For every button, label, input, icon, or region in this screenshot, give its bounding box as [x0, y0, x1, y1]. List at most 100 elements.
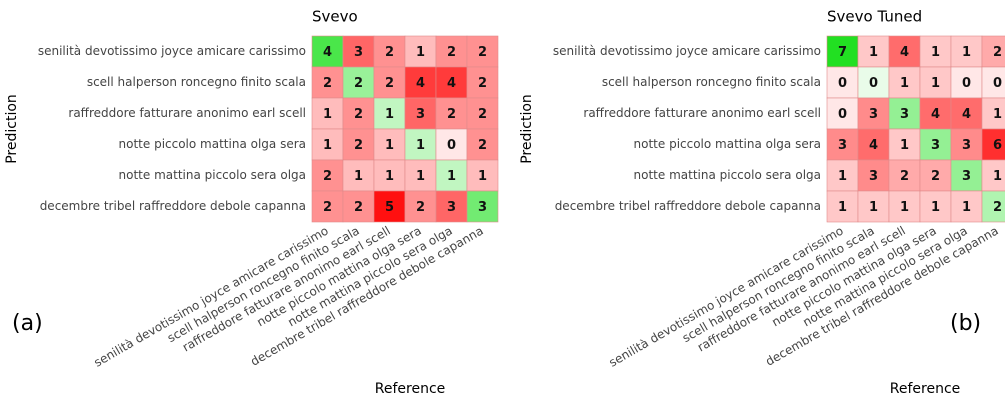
cell-label: 1: [323, 138, 332, 153]
cell-label: 2: [323, 200, 332, 215]
x-axis-title: Reference: [890, 381, 961, 397]
cell-label: 3: [931, 138, 940, 153]
cell: [466, 128, 499, 161]
cell-label: 1: [385, 169, 394, 184]
cell: [857, 35, 890, 68]
cell: [888, 97, 921, 130]
cell-label: 5: [385, 200, 394, 215]
cell: [404, 97, 437, 130]
cell: [950, 97, 983, 130]
cell-label: 2: [385, 76, 394, 91]
cell-label: 1: [447, 169, 456, 184]
y-tick-label: decembre tribel raffreddore debole capan…: [555, 199, 821, 213]
cell-label: 4: [962, 107, 971, 122]
cell: [919, 35, 952, 68]
cell-label: 2: [478, 138, 487, 153]
cell: [404, 128, 437, 161]
y-axis-title: Prediction: [4, 94, 20, 164]
cell-label: 0: [838, 107, 847, 122]
y-axis-title: Prediction: [519, 94, 535, 164]
cell-label: 1: [993, 169, 1002, 184]
cell-label: 1: [900, 200, 909, 215]
cell-label: 1: [385, 107, 394, 122]
cell-label: 3: [838, 138, 847, 153]
cell-label: 4: [416, 76, 425, 91]
cell-label: 7: [838, 45, 847, 60]
cell-label: 2: [385, 45, 394, 60]
chart-title: Svevo: [312, 8, 358, 26]
cell: [826, 190, 859, 223]
cell: [919, 97, 952, 130]
cell: [466, 66, 499, 99]
cell: [311, 128, 344, 161]
cell-label: 2: [323, 169, 332, 184]
y-tick-label: senilità devotissimo joyce amicare caris…: [38, 44, 306, 58]
cell: [888, 190, 921, 223]
y-tick-label: raffreddore fatturare anonimo earl scell: [583, 106, 821, 120]
cell-label: 2: [354, 138, 363, 153]
y-tick-label: senilità devotissimo joyce amicare caris…: [553, 44, 821, 58]
cell-label: 1: [416, 45, 425, 60]
cell-label: 0: [447, 138, 456, 153]
cell-label: 2: [993, 200, 1002, 215]
cell: [373, 159, 406, 192]
y-tick-label: notte piccolo mattina olga sera: [634, 137, 821, 151]
cell-label: 3: [962, 169, 971, 184]
cell: [857, 190, 890, 223]
cell-label: 1: [962, 200, 971, 215]
cell-label: 1: [838, 200, 847, 215]
cell-label: 1: [993, 107, 1002, 122]
cell: [857, 159, 890, 192]
panel-label: (b): [950, 311, 981, 336]
cell-label: 1: [869, 45, 878, 60]
cell-label: 1: [931, 76, 940, 91]
cell-label: 2: [900, 169, 909, 184]
cell-label: 1: [385, 138, 394, 153]
x-axis-title: Reference: [375, 381, 446, 397]
cell: [311, 97, 344, 130]
cell-label: 4: [869, 138, 878, 153]
cell: [311, 159, 344, 192]
y-tick-label: notte piccolo mattina olga sera: [119, 137, 306, 151]
y-tick-label: scell halperson roncegno finito scala: [602, 75, 821, 89]
cell: [950, 66, 983, 99]
cell: [404, 35, 437, 68]
cell: [466, 35, 499, 68]
cell-label: 2: [447, 45, 456, 60]
cell: [888, 159, 921, 192]
cell-label: 0: [993, 76, 1002, 91]
cell-label: 2: [478, 107, 487, 122]
cell-label: 3: [869, 169, 878, 184]
cell: [342, 190, 375, 223]
cell: [466, 97, 499, 130]
cell: [888, 128, 921, 161]
cell: [311, 190, 344, 223]
cell: [466, 190, 499, 223]
cell-label: 1: [416, 138, 425, 153]
cell: [435, 128, 468, 161]
cell-label: 3: [962, 138, 971, 153]
cell: [950, 159, 983, 192]
cell-label: 4: [931, 107, 940, 122]
y-tick-label: decembre tribel raffreddore debole capan…: [40, 199, 306, 213]
y-tick-label: notte mattina piccolo sera olga: [119, 168, 306, 182]
cell-label: 3: [478, 200, 487, 215]
cell-label: 3: [869, 107, 878, 122]
cell: [342, 159, 375, 192]
cell-label: 6: [993, 138, 1002, 153]
y-tick-label: notte mattina piccolo sera olga: [634, 168, 821, 182]
cell-label: 0: [838, 76, 847, 91]
cell-label: 3: [416, 107, 425, 122]
cell: [826, 159, 859, 192]
cell-label: 1: [416, 169, 425, 184]
cell: [919, 159, 952, 192]
cell: [919, 190, 952, 223]
cell-label: 1: [900, 138, 909, 153]
cell-label: 4: [323, 45, 332, 60]
cell: [950, 190, 983, 223]
chart-title: Svevo Tuned: [827, 8, 922, 26]
cell-label: 3: [354, 45, 363, 60]
cell-label: 1: [478, 169, 487, 184]
cell-label: 4: [900, 45, 909, 60]
cell-label: 2: [478, 76, 487, 91]
